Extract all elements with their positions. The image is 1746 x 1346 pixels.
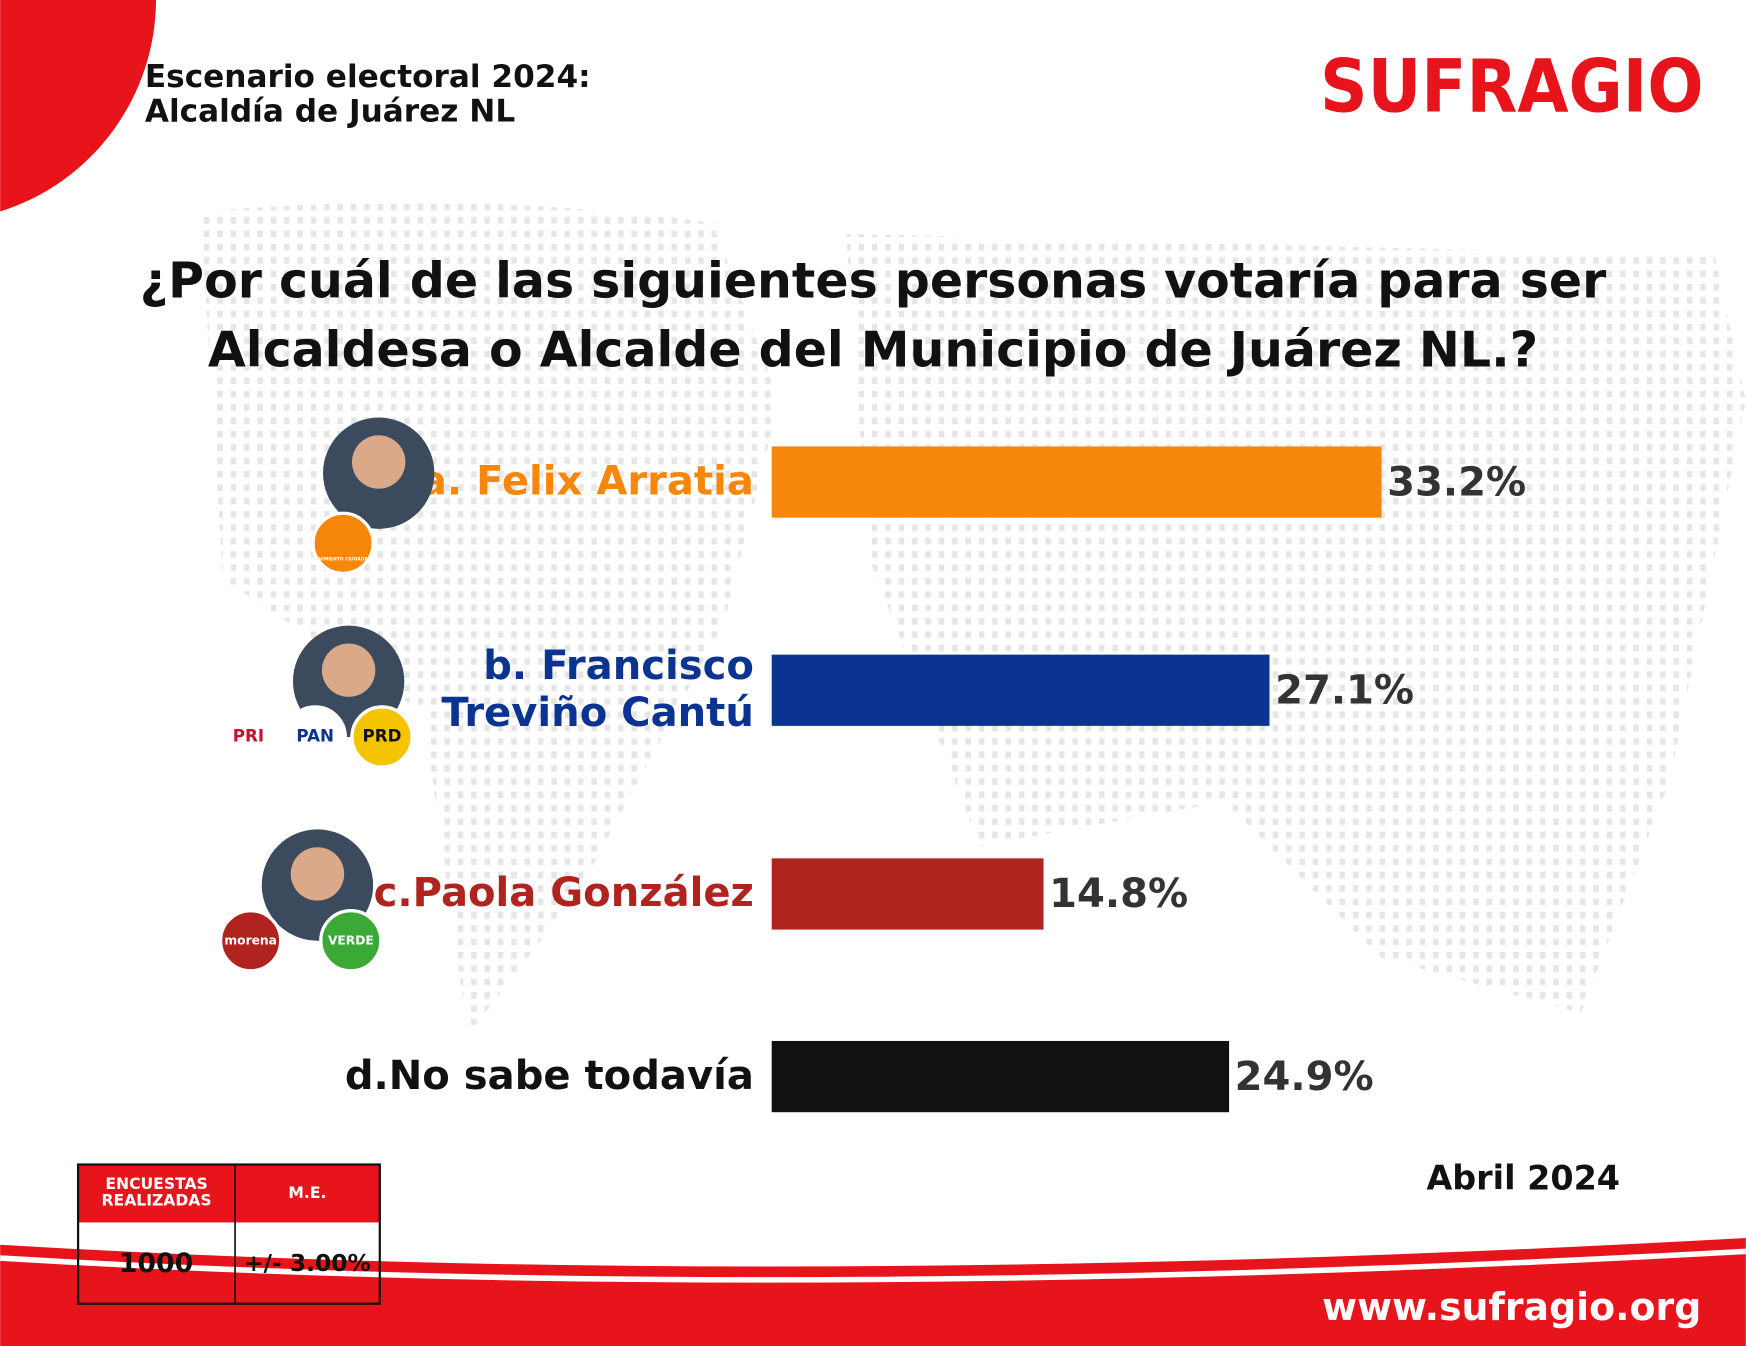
party-logo-text: PAN [296, 727, 334, 746]
chart: 33.2% a. Felix Arratia MOVIMIENTO CIUDADAN… [216, 417, 1526, 1113]
party-logo-text: MOVIMIENTO CIUDADANO [311, 556, 376, 562]
table-cell: M.E. [288, 1184, 327, 1202]
category-label: a. Felix Arratia [419, 458, 754, 505]
value-label: 24.9% [1235, 1054, 1374, 1100]
category-box: d.No sabe todavía [344, 1053, 754, 1099]
world-map-dots [200, 202, 1746, 1036]
bar [771, 446, 1382, 518]
candidate-face [321, 643, 376, 697]
bar [771, 858, 1044, 930]
header-title: Alcaldía de Juárez NL [145, 93, 515, 129]
party-logo [350, 705, 414, 769]
party-logo-text: PRD [363, 727, 402, 746]
table-value: +/- 3.00% [244, 1249, 371, 1277]
category-label: b. Francisco Treviño Cantú [441, 643, 754, 736]
candidate-face [351, 435, 406, 489]
table-header-bg [78, 1164, 380, 1223]
table-border [76, 1163, 381, 1305]
chart-title: ¿Por cuál de las siguientes personas vot… [139, 252, 1607, 379]
corner-accent [0, 0, 157, 212]
category-label: d.No sabe todavía [344, 1053, 754, 1099]
party-logo [216, 705, 281, 769]
party-logo [319, 909, 383, 973]
table-value: 1000 [119, 1248, 193, 1279]
value-label: 33.2% [1387, 459, 1526, 505]
candidate-face [290, 847, 345, 901]
logo: SUFRAGIO [1320, 44, 1704, 129]
category-box: b. Francisco Treviño Cantú [441, 643, 754, 736]
party-logo [311, 511, 375, 576]
category-label: c.Paola González [373, 870, 754, 917]
bar [771, 654, 1270, 726]
table-header: M.E. [288, 1184, 327, 1202]
party-logo [283, 705, 347, 769]
value-label: 14.8% [1049, 871, 1188, 917]
party-logo [218, 909, 283, 973]
category-box: a. Felix Arratia [419, 458, 754, 505]
category-box: c.Paola González [373, 870, 754, 917]
value-label: 27.1% [1275, 667, 1414, 713]
table-header: ENCUESTAS REALIZADAS [101, 1175, 212, 1211]
party-logo-text: PRI [233, 727, 264, 746]
table-cell: ENCUESTAS REALIZADAS [101, 1175, 212, 1211]
bar [771, 1040, 1230, 1113]
question-box: ¿Por cuál de las siguientes personas vot… [139, 252, 1607, 379]
footer-stripe [0, 1248, 1746, 1283]
party-logo-text: morena [224, 933, 276, 947]
date: Abril 2024 [1426, 1159, 1620, 1198]
party-logo-text: VERDE [328, 933, 374, 947]
header-title: Escenario electoral 2024: [145, 59, 591, 95]
website: www.sufragio.org [1322, 1285, 1701, 1329]
footer-band [0, 1238, 1746, 1346]
